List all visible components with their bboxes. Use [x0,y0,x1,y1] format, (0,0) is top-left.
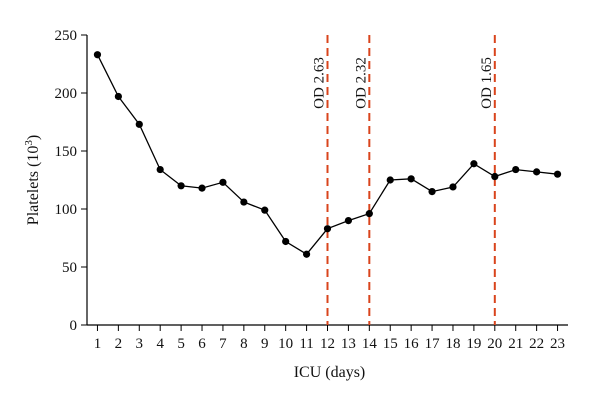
data-point [428,188,436,196]
x-tick-label: 13 [341,336,356,352]
data-point [470,160,478,168]
data-point [449,183,457,191]
reference-line-label: OD 2.63 [312,57,328,109]
x-tick-label: 5 [177,336,185,352]
x-tick-label: 12 [320,336,335,352]
y-ticks: 0 50 100 150 200 250 [55,28,87,334]
data-point [323,225,332,233]
x-tick-label: 6 [198,336,206,352]
x-axis-title: ICU (days) [294,364,366,381]
data-point [512,165,520,174]
data-point [491,172,499,181]
data-point [177,182,185,190]
data-point [407,175,415,183]
x-tick-label: 2 [115,336,123,352]
data-point [386,176,394,184]
y-axis-title: Platelets (103) [23,135,42,225]
x-tick-label: 19 [466,336,481,352]
x-tick-label: 11 [299,336,313,352]
x-tick-label: 4 [156,336,164,352]
data-point [553,170,562,178]
x-tick-label: 23 [550,336,565,352]
y-axis-title-main: Platelets (10 [25,146,42,226]
data-point [198,184,206,192]
reference-line-label: OD 1.65 [479,57,495,109]
data-point [219,178,227,186]
y-tick-label: 200 [55,86,78,102]
data-point [135,120,143,128]
x-tick-label: 18 [445,336,460,352]
y-axis-title-close: ) [25,135,42,140]
y-tick-label: 50 [62,260,77,276]
y-axis-title-superscript: 3 [23,140,35,146]
x-tick-label: 7 [219,336,227,352]
data-point [261,206,269,214]
y-tick-label: 250 [55,28,78,44]
data-point [240,198,248,206]
x-tick-label: 20 [487,336,502,352]
x-tick-label: 16 [404,336,420,352]
x-tick-label: 14 [362,336,378,352]
x-tick-label: 9 [261,336,269,352]
x-tick-label: 3 [136,336,144,352]
y-tick-label: 150 [55,144,78,160]
x-tick-label: 17 [425,336,441,352]
reference-lines: OD 2.63 OD 2.32 OD 1.65 [312,35,496,325]
x-tick-label: 21 [508,336,523,352]
x-tick-label: 22 [529,336,544,352]
data-point [302,250,311,258]
data-point [282,237,290,246]
data-point [156,165,164,174]
x-tick-label: 15 [383,336,398,352]
x-ticks: 1 2 3 4 5 6 7 8 9 10 11 12 13 14 15 16 17 18 19 20 21 22 23 [94,325,565,352]
y-tick-label: 100 [55,202,78,218]
x-tick-label: 10 [278,336,293,352]
x-tick-label: 1 [94,336,102,352]
data-points [93,51,562,258]
reference-line-label: OD 2.32 [353,57,369,109]
x-tick-label: 8 [240,336,248,352]
data-point [533,168,541,176]
data-point [114,92,122,101]
y-tick-label: 0 [70,318,78,334]
data-point [93,51,102,59]
data-point [365,210,373,218]
data-point [344,217,353,225]
